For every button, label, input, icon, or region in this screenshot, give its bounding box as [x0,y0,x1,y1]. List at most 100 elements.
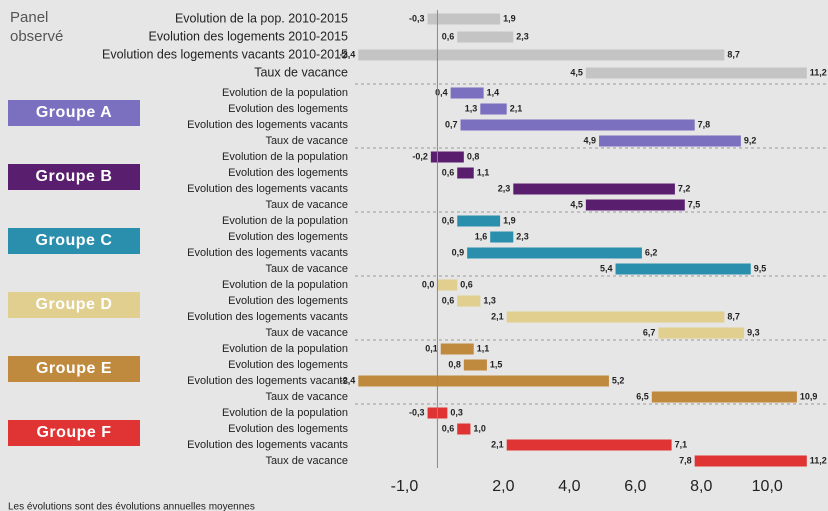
row-label: Evolution des logements vacants [187,183,348,195]
range-bar [457,167,474,179]
value-label: 7,5 [688,199,701,209]
range-bar [460,119,695,131]
value-label: 1,3 [465,103,478,113]
range-bar [490,231,514,243]
range-bar [506,439,672,451]
value-label: 9,3 [747,327,760,337]
range-bar [457,295,481,307]
range-bar [463,359,487,371]
value-label: 0,8 [448,359,461,369]
row-label: Taux de vacance [265,263,348,275]
row-label: Evolution des logements vacants [187,375,348,387]
group-label: Groupe B [8,164,140,190]
value-label: 8,7 [727,311,740,321]
value-label: 11,2 [810,67,827,77]
range-bar [694,455,807,467]
row-label: Evolution des logements [228,295,348,307]
row-label: Evolution des logements [228,167,348,179]
range-bar [457,31,514,43]
group-label: Groupe D [8,292,140,318]
footnote: Les évolutions sont des évolutions annue… [8,502,255,511]
range-bar [585,67,807,79]
value-label: 0,6 [442,31,455,41]
value-label: 11,2 [810,455,827,465]
value-label: 7,1 [675,439,688,449]
row-label: Evolution de la pop. 2010-2015 [175,11,348,25]
value-label: 0,7 [445,119,458,129]
x-tick-label: -1,0 [391,478,419,495]
range-bar [599,135,741,147]
value-label: 2,3 [498,183,511,193]
x-tick-label: 10,0 [752,478,783,495]
range-bar [457,423,471,435]
range-bar [358,49,725,61]
value-label: 0,3 [450,407,463,417]
value-label: 0,9 [452,247,465,257]
row-label: Taux de vacance [265,199,348,211]
value-label: 2,1 [491,311,504,321]
value-label: 7,8 [698,119,711,129]
x-tick-label: 2,0 [492,478,514,495]
value-label: 4,5 [570,67,583,77]
group-label: Groupe C [8,228,140,254]
value-label: 9,5 [754,263,767,273]
value-label: 0,1 [425,343,438,353]
value-label: 9,2 [744,135,757,145]
group-label: Panel observé [10,9,64,45]
value-label: 0,6 [442,167,455,177]
value-label: 4,9 [584,135,597,145]
range-bar [615,263,751,275]
value-label: 0,8 [467,151,480,161]
row-label: Evolution de la population [222,215,348,227]
range-bar [358,375,609,387]
value-label: 0,6 [442,295,455,305]
value-label: -2,4 [340,375,356,385]
row-label: Evolution de la population [222,279,348,291]
range-bar [658,327,745,339]
group-label: Groupe A [8,100,140,126]
value-label: 1,9 [503,13,516,23]
range-bar [513,183,675,195]
row-label: Evolution de la population [222,407,348,419]
row-label: Taux de vacance [265,327,348,339]
value-label: 5,2 [612,375,625,385]
row-label: Evolution des logements vacants [187,439,348,451]
value-label: 1,0 [473,423,486,433]
value-label: 6,2 [645,247,658,257]
range-bar [506,311,725,323]
row-label: Evolution des logements 2010-2015 [149,29,348,43]
range-bar [430,151,464,163]
value-label: 2,1 [510,103,523,113]
row-label: Evolution des logements [228,423,348,435]
range-bar [450,87,484,99]
value-label: 6,7 [643,327,656,337]
group-label: Groupe E [8,356,140,382]
value-label: 1,9 [503,215,516,225]
range-bar [651,391,797,403]
row-label: Evolution des logements [228,231,348,243]
value-label: -2,4 [340,49,356,59]
value-label: 7,8 [679,455,692,465]
range-bar [480,103,507,115]
value-label: 1,1 [477,343,490,353]
value-label: 4,5 [570,199,583,209]
row-label: Evolution des logements vacants [187,247,348,259]
range-bar [437,279,458,291]
row-label: Evolution de la population [222,87,348,99]
row-label: Evolution des logements vacants 2010-201… [102,47,348,61]
row-label: Taux de vacance [265,455,348,467]
value-label: 6,5 [636,391,649,401]
value-label: -0,3 [409,407,425,417]
x-tick-label: 6,0 [624,478,646,495]
row-label: Taux de vacance [265,135,348,147]
value-label: 2,1 [491,439,504,449]
value-label: 1,5 [490,359,503,369]
value-label: 2,3 [516,31,529,41]
value-label: 1,3 [483,295,496,305]
x-tick-label: 4,0 [558,478,580,495]
value-label: 1,4 [487,87,500,97]
row-label: Evolution de la population [222,343,348,355]
range-bar [427,13,501,25]
